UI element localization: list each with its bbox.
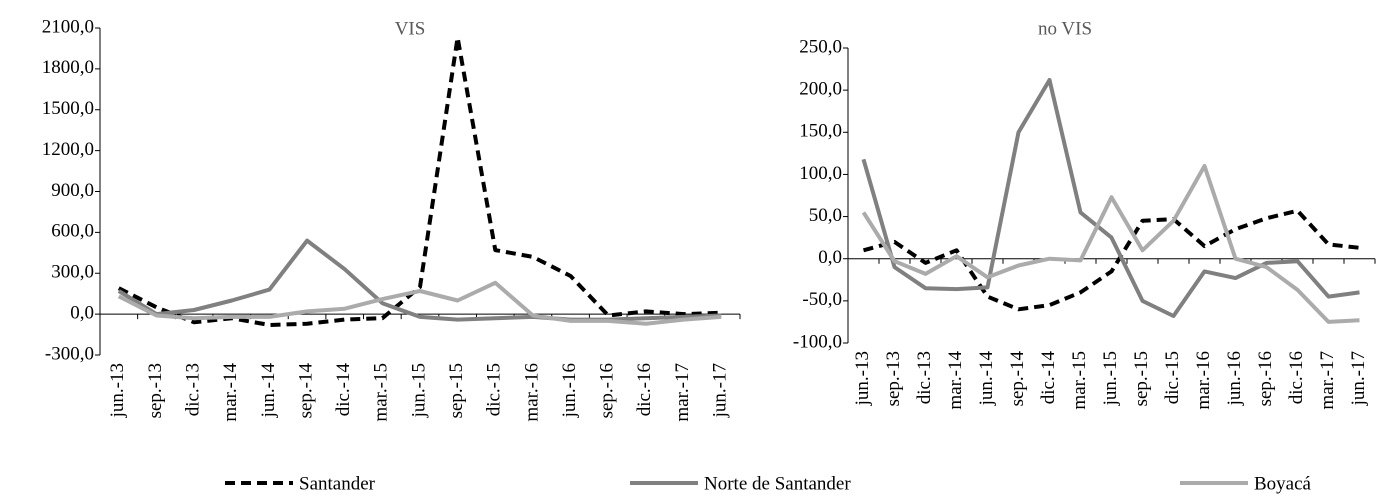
- legend-label: Santander: [299, 473, 376, 494]
- x-tick-label: sep.-13: [883, 351, 904, 406]
- line-series: [861, 78, 1360, 318]
- x-tick-label: dic.-13: [914, 351, 935, 404]
- y-tick-label: 1200,0: [42, 139, 94, 160]
- x-tick-label: dic.-15: [1162, 351, 1183, 404]
- x-tick-label: sep.-14: [295, 363, 316, 419]
- x-tick-label: dic.-14: [333, 363, 354, 417]
- x-tick-label: sep.-15: [446, 363, 467, 418]
- x-tick-label: mar.-14: [220, 363, 241, 422]
- legend-label: Boyacá: [1254, 473, 1312, 494]
- x-tick-label: jun.-13: [107, 363, 128, 418]
- x-tick-label: mar.-17: [672, 363, 693, 422]
- x-tick-label: jun.-13: [852, 351, 873, 406]
- y-tick-label: 300,0: [51, 262, 94, 283]
- y-tick-label: 100,0: [799, 163, 842, 184]
- y-tick-label: 1800,0: [42, 57, 94, 78]
- line-series: [861, 164, 1360, 324]
- y-tick-label: 2100,0: [42, 16, 94, 37]
- y-tick-label: 50,0: [809, 205, 842, 226]
- x-tick-label: jun.-17: [1348, 351, 1369, 406]
- line-series: [862, 208, 1360, 312]
- x-tick-label: mar.-17: [1317, 351, 1338, 410]
- x-tick-label: sep.-16: [1255, 351, 1276, 406]
- y-tick-label: 1500,0: [42, 98, 94, 119]
- x-tick-label: jun.-15: [1100, 351, 1121, 406]
- x-tick-label: dic.-14: [1038, 351, 1059, 405]
- x-tick-label: mar.-16: [521, 363, 542, 422]
- y-tick-label: -50,0: [802, 289, 842, 310]
- x-tick-label: jun.-14: [976, 351, 997, 407]
- x-tick-label: mar.-15: [371, 363, 392, 422]
- x-tick-label: jun.-14: [258, 363, 279, 419]
- legend-label: Norte de Santander: [704, 473, 851, 494]
- x-tick-label: sep.-13: [145, 363, 166, 418]
- y-tick-label: -100,0: [793, 331, 842, 352]
- x-tick-label: dic.-13: [182, 363, 203, 416]
- x-tick-label: dic.-15: [484, 363, 505, 416]
- x-tick-label: mar.-14: [945, 351, 966, 410]
- y-tick-label: -300,0: [45, 343, 94, 364]
- x-tick-label: sep.-16: [597, 363, 618, 418]
- y-tick-label: 900,0: [51, 180, 94, 201]
- y-tick-label: 150,0: [799, 121, 842, 142]
- x-tick-label: dic.-16: [634, 363, 655, 416]
- x-tick-label: mar.-15: [1069, 351, 1090, 410]
- y-tick-label: 250,0: [799, 36, 842, 57]
- chart-title: VIS: [395, 18, 426, 39]
- x-tick-label: jun.-16: [1224, 351, 1245, 406]
- x-tick-label: jun.-16: [559, 363, 580, 418]
- x-tick-label: sep.-14: [1007, 351, 1028, 407]
- chart-title: no VIS: [1038, 18, 1092, 39]
- line-series: [117, 280, 722, 326]
- line-series: [117, 238, 722, 322]
- y-tick-label: 200,0: [799, 79, 842, 100]
- y-tick-label: 600,0: [51, 221, 94, 242]
- y-tick-label: 0,0: [70, 302, 94, 323]
- x-tick-label: jun.-15: [408, 363, 429, 418]
- y-tick-label: 0,0: [818, 247, 842, 268]
- x-tick-label: mar.-16: [1193, 351, 1214, 410]
- line-series: [117, 35, 722, 327]
- x-tick-label: dic.-16: [1286, 351, 1307, 404]
- x-tick-label: jun.-17: [710, 363, 731, 418]
- x-tick-label: sep.-15: [1131, 351, 1152, 406]
